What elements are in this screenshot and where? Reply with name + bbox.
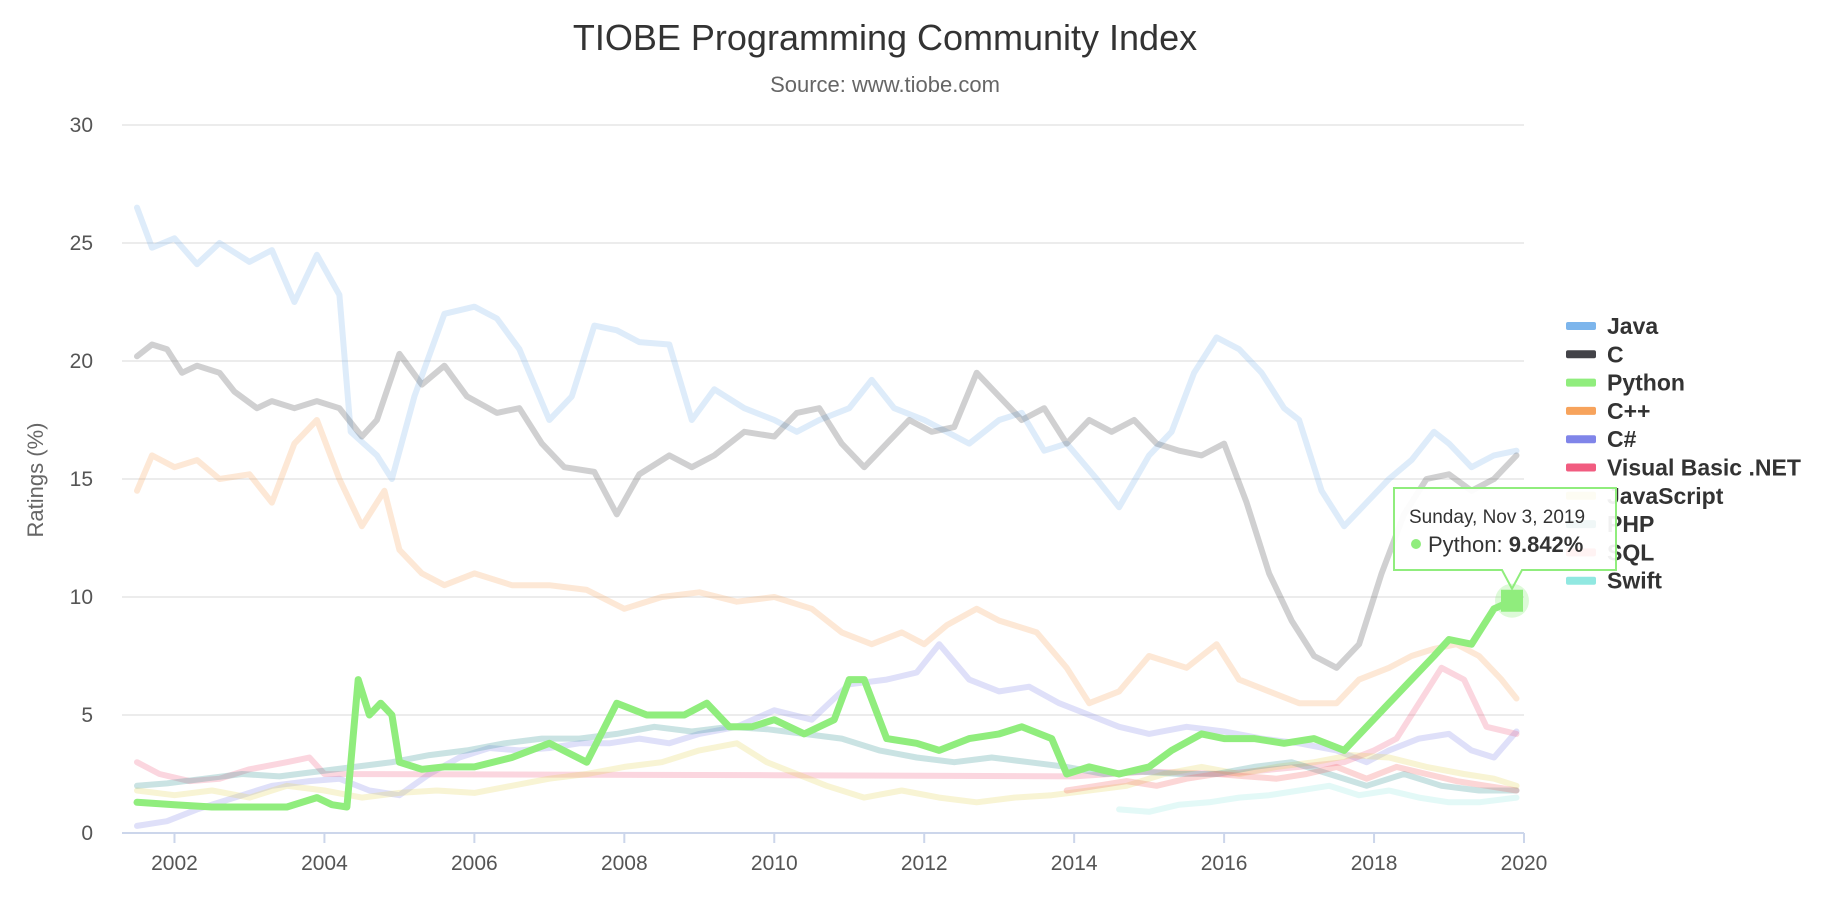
series-line-sql[interactable] [1063,763,1520,794]
y-tick-label: 15 [70,468,93,491]
x-tick-label: 2016 [1201,852,1248,875]
hover-point[interactable] [1501,589,1524,612]
series-line-c[interactable] [134,341,1520,671]
y-tick-label: 25 [70,232,93,255]
tooltip-bullet [1411,539,1421,549]
series-line-php[interactable] [134,723,1520,794]
legend-item[interactable]: Swift [1607,568,1662,594]
series-line-javascript[interactable] [134,740,1520,806]
y-tick-label: 20 [70,350,93,373]
y-tick-label: 10 [70,586,93,609]
y-axis-title: Ratings (%) [23,423,48,538]
series-line-c[interactable] [134,417,1520,707]
x-axis: 2002 2004 2006 2008 2010 2012 2014 2016 2018 2020 [122,832,1548,875]
svg-text:Python: 9.842%: Python: 9.842% [1428,532,1583,557]
x-tick-label: 2008 [601,852,648,875]
legend-swatch [1566,463,1596,472]
y-tick-label: 5 [81,704,93,727]
series-line-swift[interactable] [1116,782,1520,815]
x-tick-label: 2014 [1051,852,1098,875]
legend-item[interactable]: Java [1607,313,1658,339]
x-tick-label: 2012 [901,852,948,875]
y-tick-label: 30 [70,114,93,137]
legend-item[interactable]: C# [1607,426,1637,452]
legend-item[interactable]: Python [1607,370,1685,396]
series-line-visual-basic-net[interactable] [134,664,1520,785]
chart-title: TIOBE Programming Community Index [573,17,1197,58]
series-line-java[interactable] [134,204,1520,530]
hover-marker [1495,583,1530,618]
x-tick-label: 2010 [751,852,798,875]
tooltip-box [1393,487,1617,591]
legend-swatch [1566,322,1596,330]
x-tick-label: 2002 [151,852,198,875]
legend-swatch [1566,576,1596,585]
chart-subtitle: Source: www.tiobe.com [770,72,1000,97]
x-tick-label: 2020 [1501,852,1548,875]
legend-item[interactable]: JavaScript [1607,483,1724,509]
tooltip: Sunday, Nov 3, 2019 Python: 9.842% [1393,487,1617,591]
x-tick-label: 2004 [301,852,348,875]
legend-swatch [1566,350,1596,359]
x-tick-label: 2018 [1351,852,1398,875]
series-line-python[interactable] [133,597,1516,811]
tooltip-value: 9.842% [1509,532,1584,557]
series-lines [133,204,1520,829]
tooltip-separator: : [1497,532,1509,557]
legend-item[interactable]: Visual Basic .NET [1607,455,1801,481]
tooltip-series-name: Python [1428,532,1497,557]
legend-item[interactable]: C++ [1607,398,1650,424]
legend-swatch [1566,406,1596,415]
legend-swatch [1566,435,1596,444]
tooltip-date: Sunday, Nov 3, 2019 [1409,507,1585,528]
legend-item[interactable]: C [1607,341,1624,367]
y-axis-ticks: 0 5 10 15 20 25 30 [70,114,93,845]
y-tick-label: 0 [81,822,93,845]
x-tick-label: 2006 [451,852,498,875]
legend-swatch [1566,378,1596,387]
